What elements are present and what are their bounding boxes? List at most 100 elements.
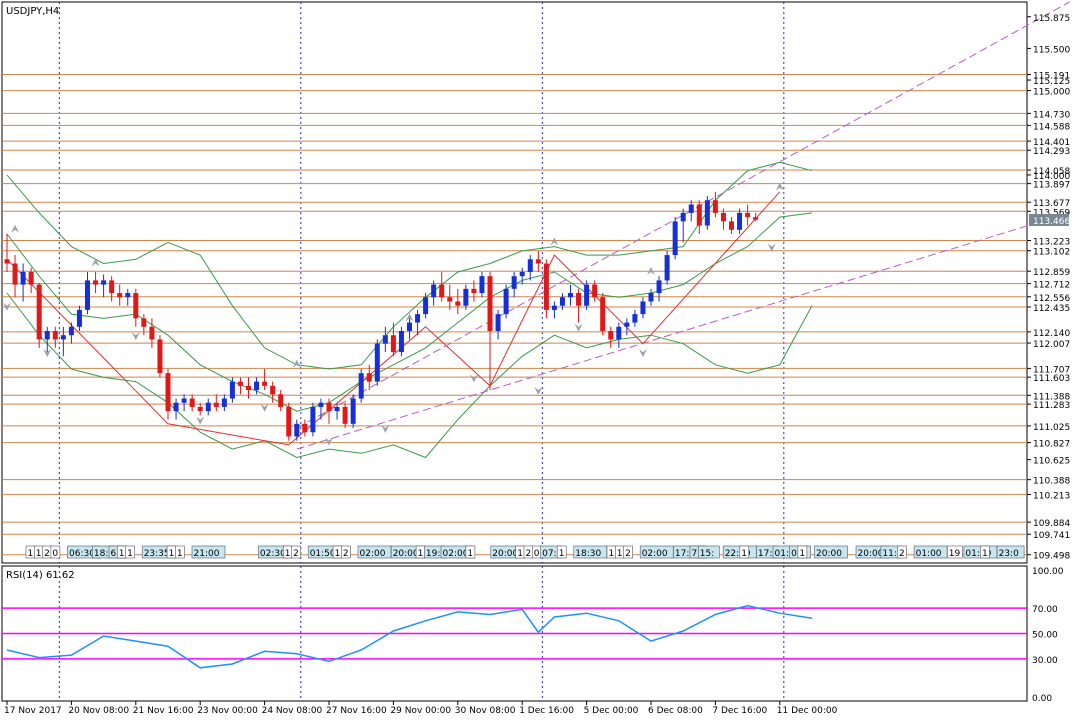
rsi-axis-label: 70.00 [1032,605,1058,615]
candle-body [294,423,300,437]
candle-body [52,331,58,340]
zigzag-line [6,191,781,446]
session-box-label: 2 [343,549,349,559]
session-box-label: 1 [177,549,183,559]
time-axis-label: 1 Dec 16:00 [519,706,574,716]
candle-body [584,284,590,306]
candle-body [672,221,678,256]
session-box-label: 2 [625,549,631,559]
fractal-down-icon [469,374,478,383]
session-box-label: 22:00 [725,549,751,559]
session-box-label: 2 [293,549,299,559]
session-separator-layer [58,2,785,701]
candle-body [503,288,509,315]
candle-body [704,200,710,226]
session-box [291,545,301,559]
session-box-label: 02:00 [443,549,469,559]
price-axis-label: 109.741 [1033,531,1070,541]
candle-body [551,305,557,310]
rsi-axis-label: 0.00 [1032,694,1052,704]
candle-body [109,280,115,294]
session-box [697,545,720,559]
session-box [556,545,567,559]
candle-body [101,280,107,285]
price-panel-frame [1,1,1028,564]
trendlines-layer [296,1,1070,450]
time-axis-label: 24 Nov 08:00 [262,706,323,716]
current-price-marker [1029,213,1069,226]
candle-body [431,284,437,298]
candle-body [624,322,630,327]
time-axis-label: 6 Dec 08:00 [648,706,703,716]
fractal-down-icon [131,332,140,341]
candle-body [527,259,533,272]
candles-layer [4,191,759,441]
candle-body [85,280,90,310]
price-axis-label: 114.588 [1033,122,1070,132]
candle-body [479,276,485,294]
fractal-down-icon [325,437,333,446]
candle-body [390,335,396,353]
session-box-label: 23:35 [144,549,170,559]
candle-body [576,293,582,306]
session-box-label: 20:00 [492,549,518,559]
candle-body [165,373,171,412]
session-box-label: 1 [28,549,34,559]
time-axis-label: 27 Nov 16:00 [326,706,387,716]
horizontal-levels-layer [2,73,1027,556]
session-box-label: 18:30 [575,549,601,559]
price-axis-label: 114.730 [1033,110,1070,120]
session-box-label: 17: [758,549,772,559]
price-axis-label: 111.388 [1033,392,1070,402]
price-axis-label: 111.707 [1033,365,1070,375]
session-box-label: 02:30 [260,549,286,559]
fractal-down-icon [767,243,776,252]
candle-body [366,373,372,382]
session-box [623,545,633,559]
rsi-line [6,604,813,669]
session-box [946,545,963,559]
candle-body [229,381,235,399]
price-axis-label: 115.875 [1033,14,1070,24]
session-box-label: 1 [741,549,747,559]
session-box [814,545,848,559]
price-axis-label: 115.000 [1033,88,1070,98]
candle-body [310,406,316,433]
session-box-label: 1 [982,549,988,559]
candle-body [511,276,517,289]
candle-body [44,331,50,340]
price-axis-label: 114.401 [1033,138,1070,148]
candle-body [189,398,195,407]
time-axis-label: 20 Nov 08:00 [68,706,129,716]
session-box-label: 19: [426,549,440,559]
chart-title: USDJPY,H4 [6,6,59,17]
price-axis-label: 114.293 [1033,147,1070,157]
session-box-label: 2 [899,549,905,559]
trendline [296,212,1070,450]
candle-body [246,385,251,391]
candle-body [471,288,477,294]
session-box-label: 18:30 [94,549,120,559]
session-box-label: 0 [534,549,540,559]
fractal-down-icon [260,403,269,412]
candle-body [568,293,573,298]
session-box-label: 02:00 [642,549,668,559]
session-box-label: 1 [119,549,125,559]
price-axis-label: 110.213 [1033,491,1070,501]
candle-body [543,263,549,310]
rsi-axis-label: 100.00 [1032,567,1064,577]
candle-body [398,331,404,353]
time-axis-label: 17 Nov 2017 [4,706,62,716]
candle-body [632,314,638,323]
candle-body [745,212,751,218]
candle-body [181,398,187,403]
session-box-label: 1 [609,549,615,559]
fractal-up-icon [91,258,100,267]
candle-body [334,406,340,412]
candle-body [415,314,421,323]
time-axis-label: 21 Nov 16:00 [133,706,194,716]
session-box-label: 20:00 [816,549,842,559]
fractals-layer [3,182,784,446]
fractal-up-icon [647,266,655,275]
